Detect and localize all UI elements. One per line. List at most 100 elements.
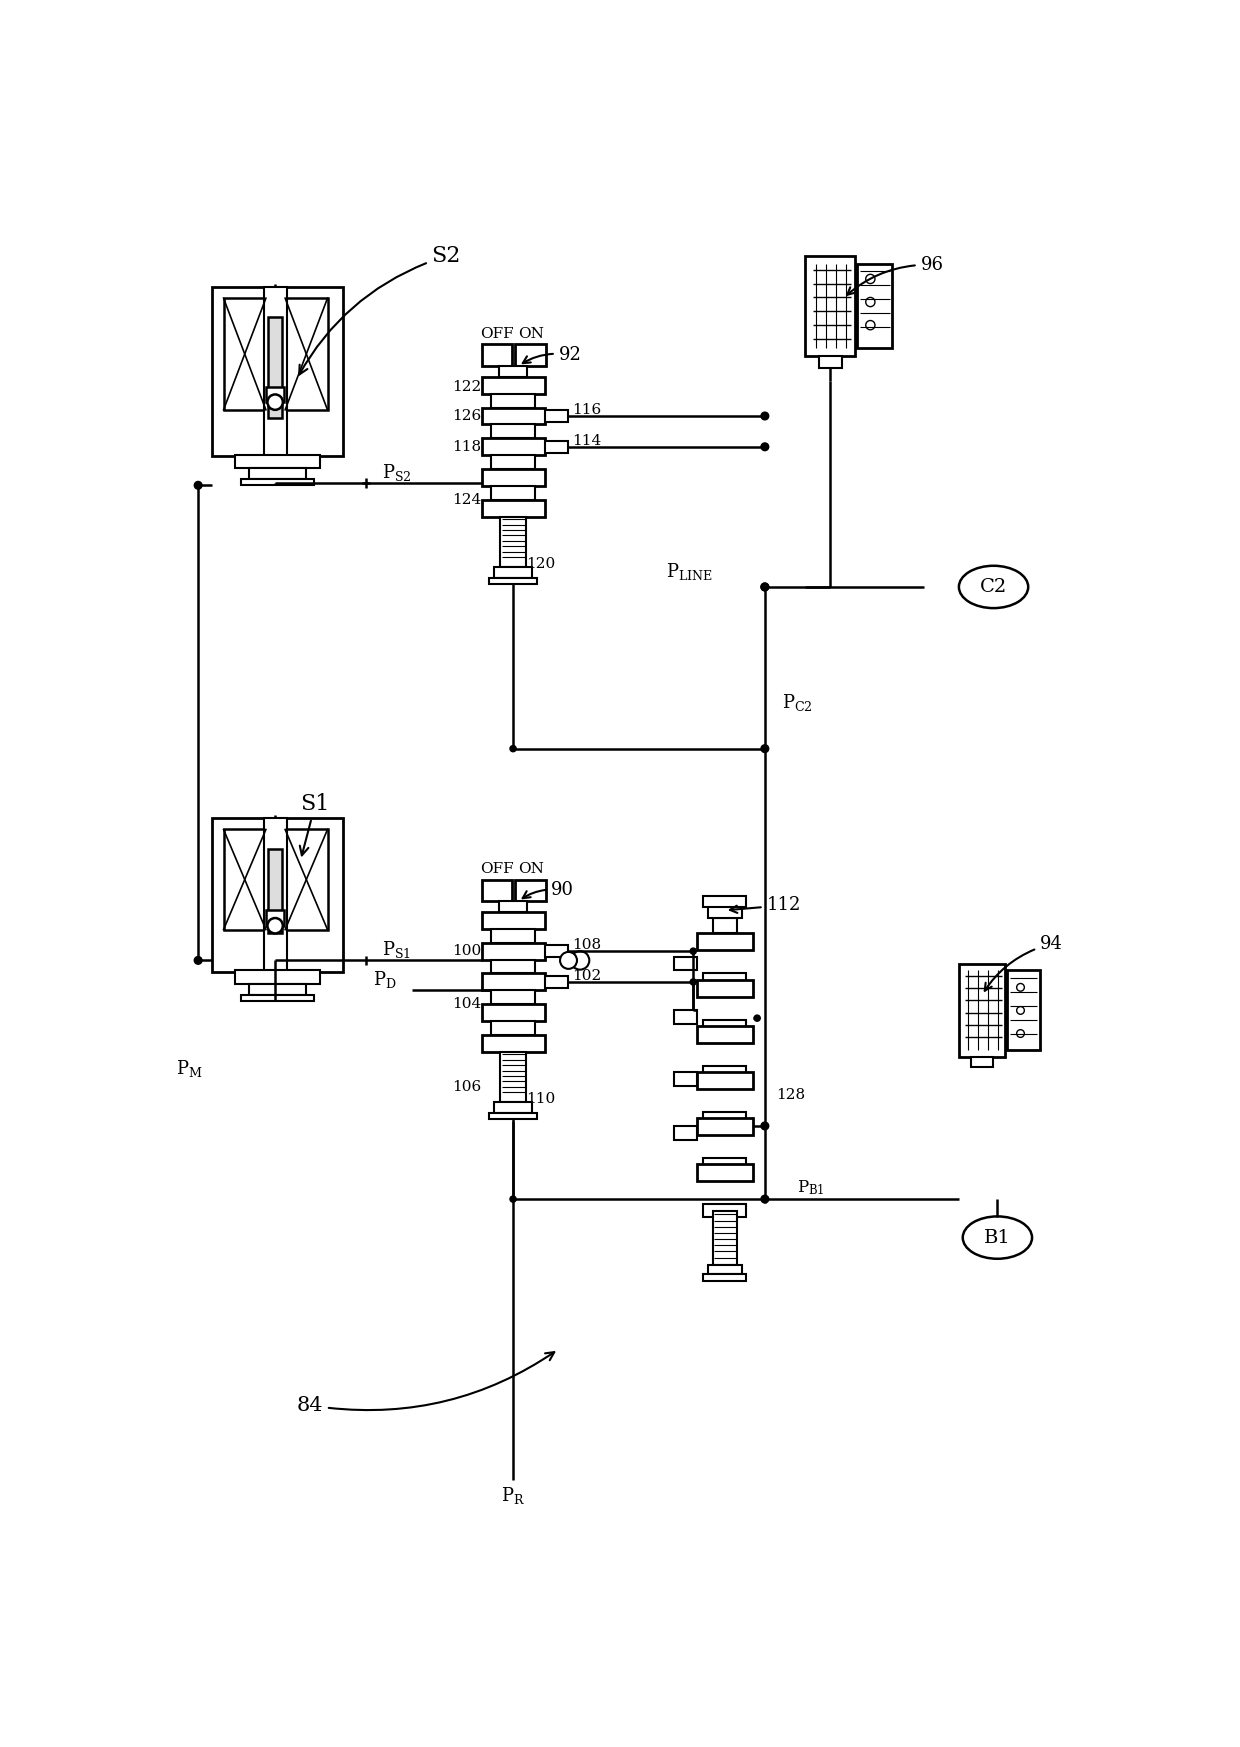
Bar — [494, 1102, 532, 1113]
Bar — [675, 1010, 697, 1024]
Text: S1: S1 — [300, 793, 330, 856]
Bar — [481, 912, 544, 929]
Bar — [265, 910, 284, 926]
Bar — [544, 411, 568, 423]
Bar — [490, 1113, 537, 1120]
Text: $\mathregular{P_{LINE}}$: $\mathregular{P_{LINE}}$ — [666, 561, 713, 582]
Text: OFF: OFF — [480, 327, 513, 341]
Circle shape — [1017, 984, 1024, 991]
Circle shape — [761, 1122, 769, 1130]
Bar — [491, 959, 536, 973]
Circle shape — [761, 583, 769, 590]
Text: ON: ON — [518, 327, 543, 341]
Text: 106: 106 — [453, 1080, 481, 1094]
Bar — [481, 973, 544, 991]
Bar — [544, 977, 568, 989]
Bar — [708, 905, 742, 917]
Bar — [268, 318, 281, 418]
Bar — [703, 1158, 746, 1170]
Text: 120: 120 — [526, 557, 556, 571]
Text: 128: 128 — [776, 1088, 805, 1102]
Text: 110: 110 — [526, 1092, 556, 1106]
Circle shape — [754, 1015, 760, 1022]
Bar — [481, 377, 544, 393]
Bar — [500, 517, 526, 568]
Bar — [675, 1125, 697, 1139]
Ellipse shape — [962, 1216, 1032, 1260]
Circle shape — [560, 952, 577, 970]
Text: ON: ON — [518, 861, 543, 875]
Circle shape — [691, 978, 697, 985]
Circle shape — [195, 957, 202, 964]
Text: 118: 118 — [453, 440, 481, 454]
Text: $\mathregular{P_{B1}}$: $\mathregular{P_{B1}}$ — [797, 1177, 825, 1197]
Bar — [697, 1165, 753, 1181]
Text: 84: 84 — [296, 1352, 554, 1415]
Bar — [268, 849, 281, 933]
Bar — [491, 929, 536, 943]
Bar — [491, 1022, 536, 1034]
Text: $\mathregular{P_{S2}}$: $\mathregular{P_{S2}}$ — [382, 461, 412, 482]
Bar — [500, 901, 527, 912]
Bar — [285, 299, 327, 411]
Bar — [805, 255, 854, 356]
Bar — [491, 486, 536, 500]
Bar — [713, 917, 737, 933]
Bar — [481, 344, 512, 365]
Text: S2: S2 — [299, 245, 461, 374]
Bar — [697, 1118, 753, 1136]
Text: $\mathregular{P_M}$: $\mathregular{P_M}$ — [176, 1057, 202, 1078]
Bar — [675, 957, 697, 970]
Circle shape — [866, 274, 875, 283]
Bar — [491, 393, 536, 407]
Text: $\mathregular{P_{C2}}$: $\mathregular{P_{C2}}$ — [781, 692, 812, 713]
Bar — [481, 407, 544, 425]
Bar — [481, 943, 544, 959]
Text: 90: 90 — [523, 880, 574, 900]
Circle shape — [570, 950, 589, 970]
Bar — [249, 984, 306, 996]
Text: 92: 92 — [523, 346, 582, 363]
Bar — [491, 425, 536, 438]
Bar — [481, 438, 544, 456]
Circle shape — [761, 744, 769, 753]
Bar — [491, 991, 536, 1005]
Circle shape — [195, 482, 202, 489]
Bar — [703, 1113, 746, 1125]
Ellipse shape — [959, 566, 1028, 608]
Bar — [481, 1005, 544, 1022]
Text: 100: 100 — [453, 943, 481, 957]
Bar — [264, 818, 286, 980]
Bar — [713, 1211, 737, 1265]
Bar — [481, 500, 544, 517]
Bar — [223, 299, 265, 411]
Text: 94: 94 — [985, 935, 1063, 991]
Text: 116: 116 — [573, 404, 601, 418]
Bar — [703, 1066, 746, 1078]
Circle shape — [761, 412, 769, 419]
Bar — [703, 1204, 746, 1218]
Text: 114: 114 — [573, 433, 601, 447]
Bar — [971, 1057, 993, 1067]
Bar — [516, 344, 546, 365]
Bar — [697, 1025, 753, 1043]
Bar — [857, 264, 892, 348]
Bar — [249, 468, 306, 479]
Bar — [516, 879, 546, 901]
Bar — [481, 470, 544, 486]
Bar — [481, 879, 512, 901]
Text: $\mathregular{P_D}$: $\mathregular{P_D}$ — [373, 970, 397, 991]
Text: C2: C2 — [980, 578, 1007, 596]
Circle shape — [761, 583, 769, 590]
Bar — [264, 287, 286, 468]
Bar — [544, 945, 568, 957]
Bar — [703, 1274, 746, 1282]
Bar — [1007, 970, 1040, 1050]
Text: 124: 124 — [453, 493, 481, 507]
Bar — [236, 454, 320, 468]
Bar — [490, 578, 537, 583]
Bar — [481, 1034, 544, 1052]
Bar — [697, 933, 753, 950]
Bar — [703, 973, 746, 985]
Circle shape — [866, 297, 875, 307]
